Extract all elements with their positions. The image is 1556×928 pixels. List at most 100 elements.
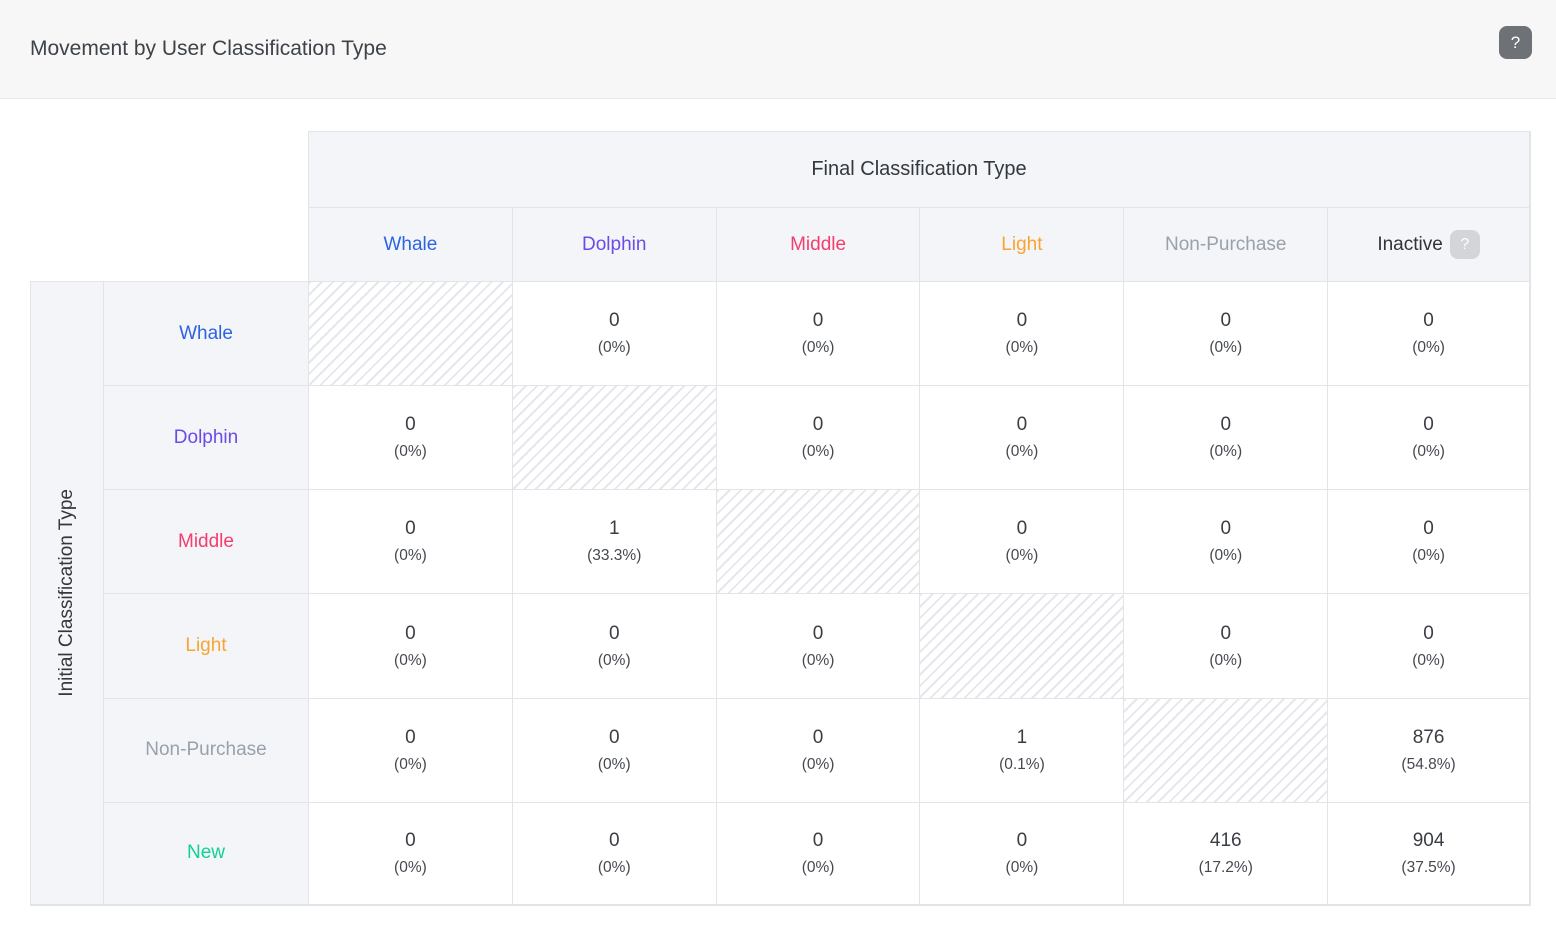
cell-value: 0 — [1423, 622, 1434, 644]
column-header-non-purchase: Non-Purchase — [1123, 207, 1328, 281]
row-label-text: New — [186, 842, 225, 864]
cell-percentage: (0%) — [801, 651, 835, 669]
table-cell-dolphin-inactive: 0 (0%) — [1327, 385, 1531, 490]
cell-percentage: (0%) — [394, 443, 427, 461]
table-cell-new-dolphin: 0 (0%) — [511, 801, 716, 906]
cell-value: 0 — [405, 726, 416, 748]
table-cell-new-whale: 0 (0%) — [308, 801, 512, 906]
cell-percentage: (0%) — [394, 651, 427, 669]
cell-value: 0 — [405, 622, 416, 644]
table-cell-dolphin-whale: 0 (0%) — [308, 385, 512, 490]
cell-percentage: (0%) — [1412, 651, 1445, 669]
cell-value: 1 — [1016, 726, 1028, 748]
table-cell-non-purchase-middle: 0 (0%) — [715, 697, 920, 802]
cell-percentage: (0%) — [1209, 651, 1243, 669]
cell-percentage: (54.8%) — [1401, 755, 1456, 773]
cell-percentage: (0%) — [597, 755, 631, 773]
cell-percentage: (0%) — [1412, 339, 1445, 357]
cell-percentage: (0%) — [801, 755, 835, 773]
table-cell-whale-middle: 0 (0%) — [715, 281, 920, 386]
cell-value: 904 — [1412, 829, 1445, 851]
column-header-light: Light — [919, 207, 1124, 281]
inactive-help-icon[interactable]: ? — [1449, 230, 1480, 259]
cell-value: 0 — [405, 518, 416, 540]
cell-value: 0 — [812, 622, 824, 644]
table-cell-non-purchase-whale: 0 (0%) — [308, 697, 512, 802]
cell-value: 0 — [1016, 518, 1028, 540]
table-cell-whale-inactive: 0 (0%) — [1327, 281, 1531, 386]
cell-value: 0 — [1016, 310, 1028, 332]
table-cell-middle-whale: 0 (0%) — [308, 489, 512, 594]
row-label-new: New — [103, 801, 308, 906]
cell-percentage: (0%) — [1005, 339, 1039, 357]
column-header-middle: Middle — [715, 207, 920, 281]
cell-value: 0 — [1220, 310, 1232, 332]
table-cell-non-purchase-dolphin: 0 (0%) — [511, 697, 716, 802]
cell-percentage: (0%) — [1209, 443, 1243, 461]
table-cell-middle-inactive: 0 (0%) — [1327, 489, 1531, 594]
column-header-label: Light — [1001, 233, 1043, 255]
cell-percentage: (0%) — [394, 755, 427, 773]
cell-value: 0 — [1016, 414, 1028, 436]
cell-value: 416 — [1209, 829, 1242, 851]
diagonal-excluded-cell-non-purchase-non-purchase — [1123, 697, 1328, 802]
cell-percentage: (0%) — [394, 547, 427, 565]
table-cell-middle-dolphin: 1 (33.3%) — [511, 489, 716, 594]
row-label-dolphin: Dolphin — [103, 385, 308, 490]
table-cell-new-non-purchase: 416 (17.2%) — [1123, 801, 1328, 906]
cell-percentage: (0%) — [1005, 443, 1039, 461]
table-cell-whale-non-purchase: 0 (0%) — [1123, 281, 1328, 386]
cell-value: 0 — [1220, 622, 1232, 644]
cell-value: 0 — [812, 310, 824, 332]
column-header-label: Inactive — [1377, 233, 1443, 255]
table-cell-whale-light: 0 (0%) — [919, 281, 1124, 386]
cell-percentage: (0%) — [1412, 547, 1445, 565]
page-title: Movement by User Classification Type — [30, 37, 387, 60]
diagonal-excluded-cell-dolphin-dolphin — [511, 385, 716, 490]
diagonal-excluded-cell-whale-whale — [308, 281, 512, 386]
cell-percentage: (0%) — [1005, 547, 1039, 565]
cell-value: 0 — [812, 829, 824, 851]
table-cell-light-middle: 0 (0%) — [715, 593, 920, 698]
table-cell-dolphin-light: 0 (0%) — [919, 385, 1124, 490]
initial-classification-type-header: Initial Classification Type — [30, 281, 103, 906]
cell-percentage: (0%) — [1412, 443, 1445, 461]
widget-header-bar: Movement by User Classification Type ? — [0, 0, 1556, 99]
row-label-text: Dolphin — [173, 426, 239, 448]
cell-percentage: (0%) — [394, 858, 427, 876]
cell-value: 0 — [405, 414, 416, 436]
cell-percentage: (0%) — [801, 858, 835, 876]
row-label-text: Middle — [178, 530, 234, 552]
cell-value: 1 — [608, 518, 620, 540]
cell-value: 0 — [1423, 310, 1434, 332]
cell-percentage: (0%) — [1209, 547, 1243, 565]
column-header-inactive: Inactive? — [1327, 207, 1531, 281]
table-cell-middle-light: 0 (0%) — [919, 489, 1124, 594]
table-cell-light-inactive: 0 (0%) — [1327, 593, 1531, 698]
table-cell-light-dolphin: 0 (0%) — [511, 593, 716, 698]
cell-value: 0 — [1423, 414, 1434, 436]
cell-percentage: (17.2%) — [1198, 858, 1253, 876]
table-cell-light-non-purchase: 0 (0%) — [1123, 593, 1328, 698]
diagonal-excluded-cell-middle-middle — [715, 489, 920, 594]
column-header-label: Non-Purchase — [1165, 233, 1287, 255]
movement-matrix-table: Final Classification Type Whale Dolphin Mid… — [30, 131, 1531, 906]
cell-value: 0 — [405, 829, 416, 851]
table-cell-whale-dolphin: 0 (0%) — [511, 281, 716, 386]
final-classification-type-header: Final Classification Type — [308, 131, 1531, 207]
column-header-label: Whale — [383, 233, 438, 255]
row-label-text: Light — [185, 635, 227, 657]
cell-value: 0 — [1220, 414, 1232, 436]
table-cell-non-purchase-light: 1 (0.1%) — [919, 697, 1124, 802]
cell-value: 0 — [608, 310, 620, 332]
cell-percentage: (33.3%) — [587, 547, 642, 565]
table-cell-dolphin-middle: 0 (0%) — [715, 385, 920, 490]
cell-value: 0 — [608, 829, 620, 851]
cell-percentage: (0%) — [801, 443, 835, 461]
cell-percentage: (0.1%) — [999, 755, 1045, 773]
table-cell-middle-non-purchase: 0 (0%) — [1123, 489, 1328, 594]
cell-percentage: (0%) — [597, 858, 631, 876]
row-label-whale: Whale — [103, 281, 308, 386]
page-help-button[interactable]: ? — [1499, 26, 1532, 59]
table-cell-new-light: 0 (0%) — [919, 801, 1124, 906]
